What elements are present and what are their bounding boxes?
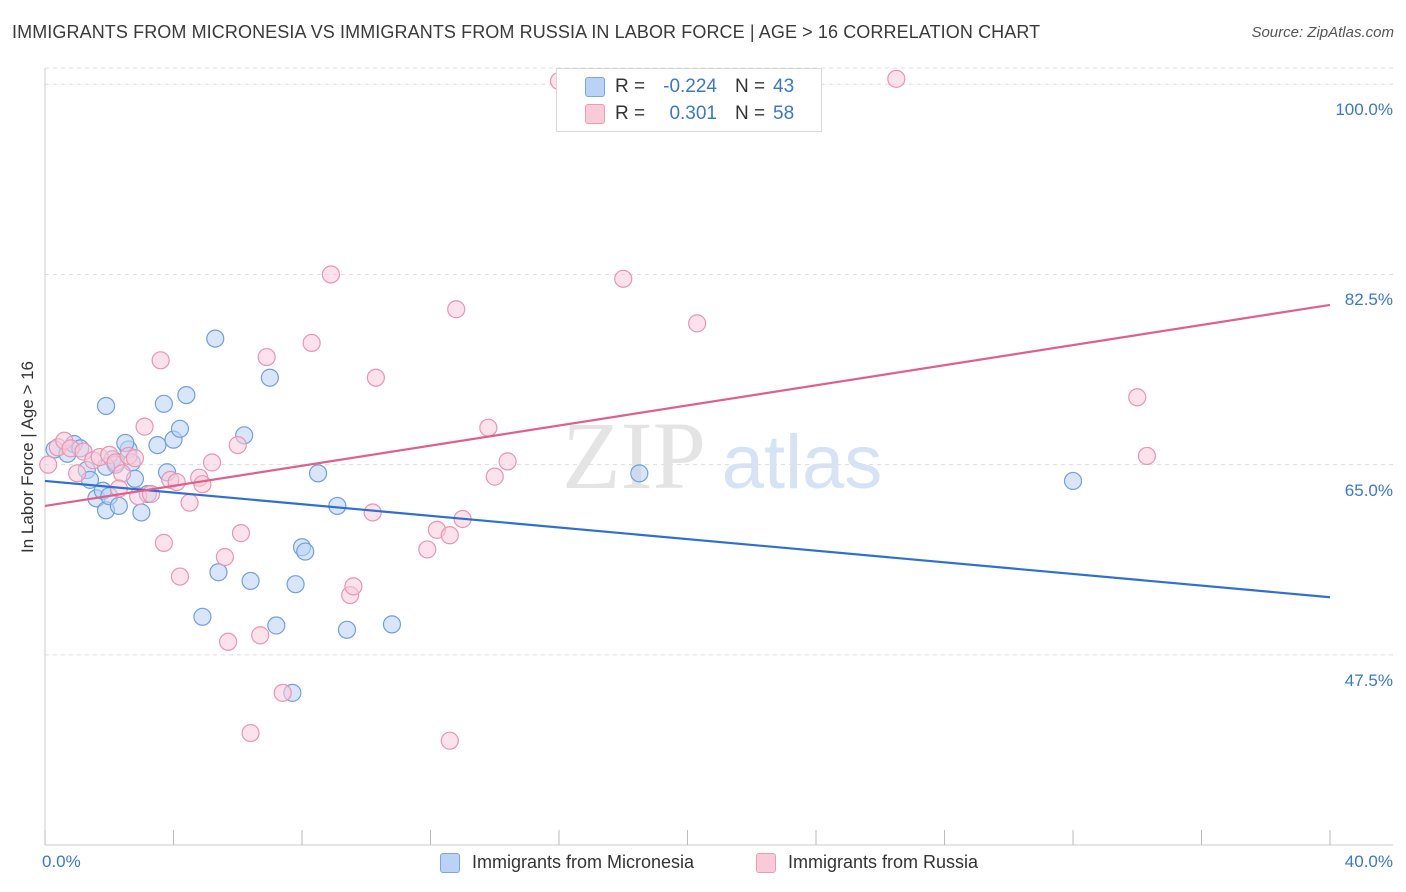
n-value: 58 — [773, 103, 795, 124]
russia-point — [614, 269, 633, 288]
russia-point — [202, 453, 222, 472]
russia-point — [498, 452, 517, 471]
y-tick-label: 47.5% — [1344, 670, 1393, 690]
source-label: Source: ZipAtlas.com — [1251, 24, 1394, 41]
micronesia-point — [96, 396, 116, 416]
legend-label-micronesia: Immigrants from Micronesia — [472, 852, 695, 872]
micronesia-point — [382, 615, 402, 634]
legend-item-russia[interactable]: Immigrants from Russia — [756, 852, 978, 873]
russia-point — [485, 467, 504, 486]
stats-row-russia: R = 0.301 N = 58 — [557, 100, 821, 127]
y-tick-label: 100.0% — [1335, 100, 1393, 120]
r-value: -0.224 — [663, 76, 717, 97]
micronesia-point — [286, 575, 305, 594]
micronesia-legend-swatch — [440, 852, 460, 873]
micronesia-trend-line — [44, 479, 1331, 599]
russia-point — [193, 475, 212, 494]
russia-point — [135, 417, 154, 436]
russia-point — [447, 300, 466, 319]
micronesia-point — [154, 394, 173, 413]
micronesia-point — [209, 563, 228, 582]
russia-point — [228, 435, 247, 455]
y-axis-label: In Labor Force | Age > 16 — [18, 360, 37, 554]
micronesia-point — [296, 542, 315, 561]
trend-lines — [44, 303, 1331, 599]
russia-swatch — [585, 104, 605, 124]
russia-point — [112, 464, 132, 483]
n-label: N = — [735, 103, 766, 124]
russia-point — [273, 683, 292, 702]
russia-trend-line — [44, 303, 1331, 508]
russia-point — [180, 493, 199, 512]
micronesia-point — [308, 464, 328, 483]
micronesia-point — [630, 464, 649, 483]
russia-legend-swatch — [756, 852, 776, 873]
russia-point — [231, 524, 251, 543]
russia-point — [1128, 388, 1147, 407]
stats-row-micronesia: R = -0.224 N = 43 — [557, 73, 821, 100]
watermark-zip: ZIP — [562, 402, 706, 509]
watermark-atlas: atlas — [722, 420, 883, 505]
russia-point — [363, 503, 382, 522]
russia-point — [418, 540, 437, 559]
y-tick-label: 82.5% — [1344, 290, 1393, 310]
russia-point — [479, 418, 498, 437]
micronesia-point — [193, 607, 212, 626]
russia-point — [440, 526, 459, 545]
legend-item-micronesia[interactable]: Immigrants from Micronesia — [440, 852, 694, 873]
russia-point — [39, 455, 58, 474]
russia-point — [170, 567, 190, 586]
russia-point — [366, 368, 385, 387]
russia-point — [344, 577, 363, 596]
russia-point — [219, 632, 238, 651]
micronesia-point — [260, 368, 279, 387]
russia-point — [151, 351, 170, 370]
russia-point — [688, 314, 707, 333]
micronesia-point — [148, 435, 167, 455]
micronesia-point — [337, 620, 357, 639]
micronesia-swatch — [585, 77, 605, 97]
micronesia-point — [267, 616, 286, 635]
series-legend: Immigrants from Micronesia Immigrants fr… — [0, 852, 1406, 878]
russia-point — [440, 731, 459, 750]
micronesia-point — [206, 329, 225, 348]
russia-point — [302, 333, 321, 353]
x-tick-max: 40.0% — [1344, 852, 1393, 871]
grid — [45, 67, 1393, 656]
russia-point — [257, 347, 276, 367]
russia-point — [251, 626, 270, 645]
russia-point — [167, 472, 186, 492]
legend-label-russia: Immigrants from Russia — [788, 852, 979, 872]
n-label: N = — [735, 76, 766, 97]
russia-point — [241, 723, 260, 743]
x-tick-min: 0.0% — [42, 852, 81, 871]
r-label: R = — [615, 76, 646, 97]
micronesia-point — [177, 386, 196, 405]
russia-point — [887, 69, 906, 88]
chart-title: IMMIGRANTS FROM MICRONESIA VS IMMIGRANTS… — [12, 22, 1041, 42]
russia-point — [215, 547, 234, 567]
russia-point — [321, 265, 341, 284]
russia-point — [1137, 446, 1156, 466]
russia-point — [68, 464, 87, 483]
russia-point — [154, 533, 173, 552]
micronesia-point — [1063, 471, 1083, 491]
y-tick-label: 65.0% — [1344, 480, 1393, 500]
micronesia-point — [109, 496, 128, 516]
stats-legend: R = -0.224 N = 43 R = 0.301 N = 58 — [556, 68, 822, 132]
watermark: ZIP atlas — [562, 402, 882, 509]
r-label: R = — [615, 103, 646, 124]
micronesia-point — [170, 419, 190, 438]
russia-point — [125, 449, 145, 468]
r-value: 0.301 — [669, 103, 717, 124]
n-value: 43 — [773, 76, 795, 97]
micronesia-point — [241, 571, 260, 591]
micronesia-point — [132, 503, 151, 522]
